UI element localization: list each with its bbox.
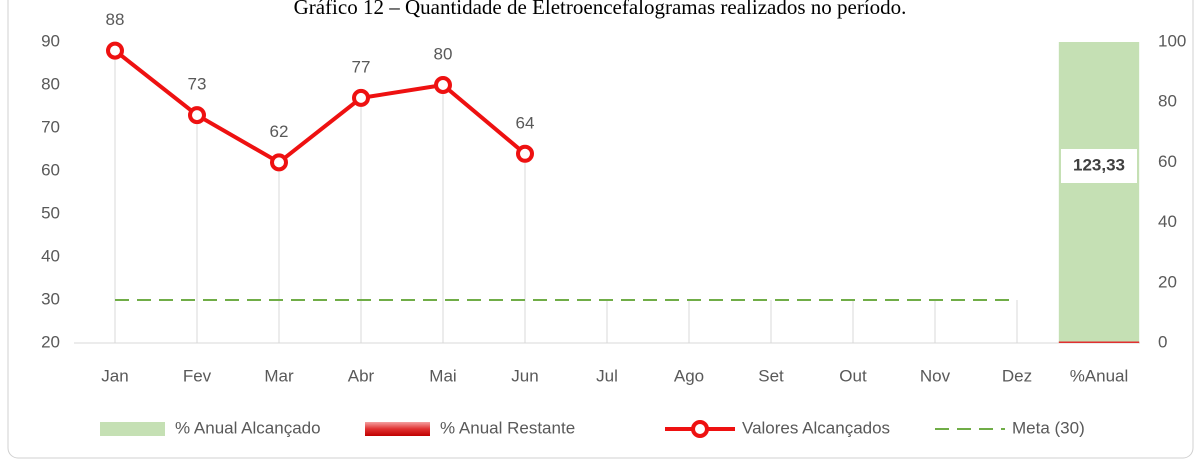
value-label-box [1061,149,1137,183]
bar [1058,341,1140,343]
y-tick-label: 90 [41,31,60,50]
y2-tick-label: 40 [1158,212,1177,231]
legend-swatch [365,422,430,436]
y2-tick-label: 100 [1158,31,1186,50]
y-tick-label: 20 [41,332,60,351]
chart-title: Gráfico 12 – Quantidade de Eletroencefal… [294,0,907,19]
marker [434,76,452,94]
y-tick-label: 70 [41,117,60,136]
y-tick-label: 60 [41,160,60,179]
y2-tick-label: 0 [1158,332,1167,351]
x-tick-label: Abr [348,366,375,385]
marker [516,144,534,163]
data-label: 62 [270,122,289,141]
marker [188,106,206,125]
x-tick-label: Nov [920,366,951,385]
x-tick-label: Mai [429,366,456,385]
y-tick-label: 40 [41,246,60,265]
x-tick-label: Ago [674,366,704,385]
y-tick-label: 50 [41,203,60,222]
marker [270,153,288,172]
data-label: 77 [352,57,371,76]
data-label: 88 [106,10,125,29]
marker [352,88,370,107]
data-label: 80 [434,44,453,63]
chart-border [7,0,1194,459]
x-tick-label: Dez [1002,366,1032,385]
legend-label: % Anual Restante [440,418,575,437]
x-tick-label: Jun [511,366,538,385]
plot-area [1058,42,1140,343]
y2-tick-label: 60 [1158,152,1177,171]
marker [106,41,124,60]
bar [1058,42,1140,343]
legend-label: Meta (30) [1012,418,1085,437]
x-tick-label: Jul [596,366,618,385]
legend-label: % Anual Alcançado [175,418,321,437]
x-tick-label: Fev [183,366,212,385]
x-tick-label: %Anual [1070,366,1129,385]
legend-swatch [100,422,165,436]
y-tick-label: 80 [41,74,60,93]
data-label: 64 [516,113,535,132]
data-label: 73 [188,75,207,94]
x-tick-label: Out [839,366,867,385]
x-tick-label: Mar [264,366,294,385]
legend-label: Valores Alcançados [742,418,890,437]
x-tick-label: Set [758,366,784,385]
y-tick-label: 30 [41,289,60,308]
legend-marker [691,420,709,438]
y2-tick-label: 20 [1158,272,1177,291]
y2-tick-label: 80 [1158,92,1177,111]
value-label: 123,33 [1073,155,1125,174]
line [113,49,527,165]
x-tick-label: Jan [101,366,128,385]
